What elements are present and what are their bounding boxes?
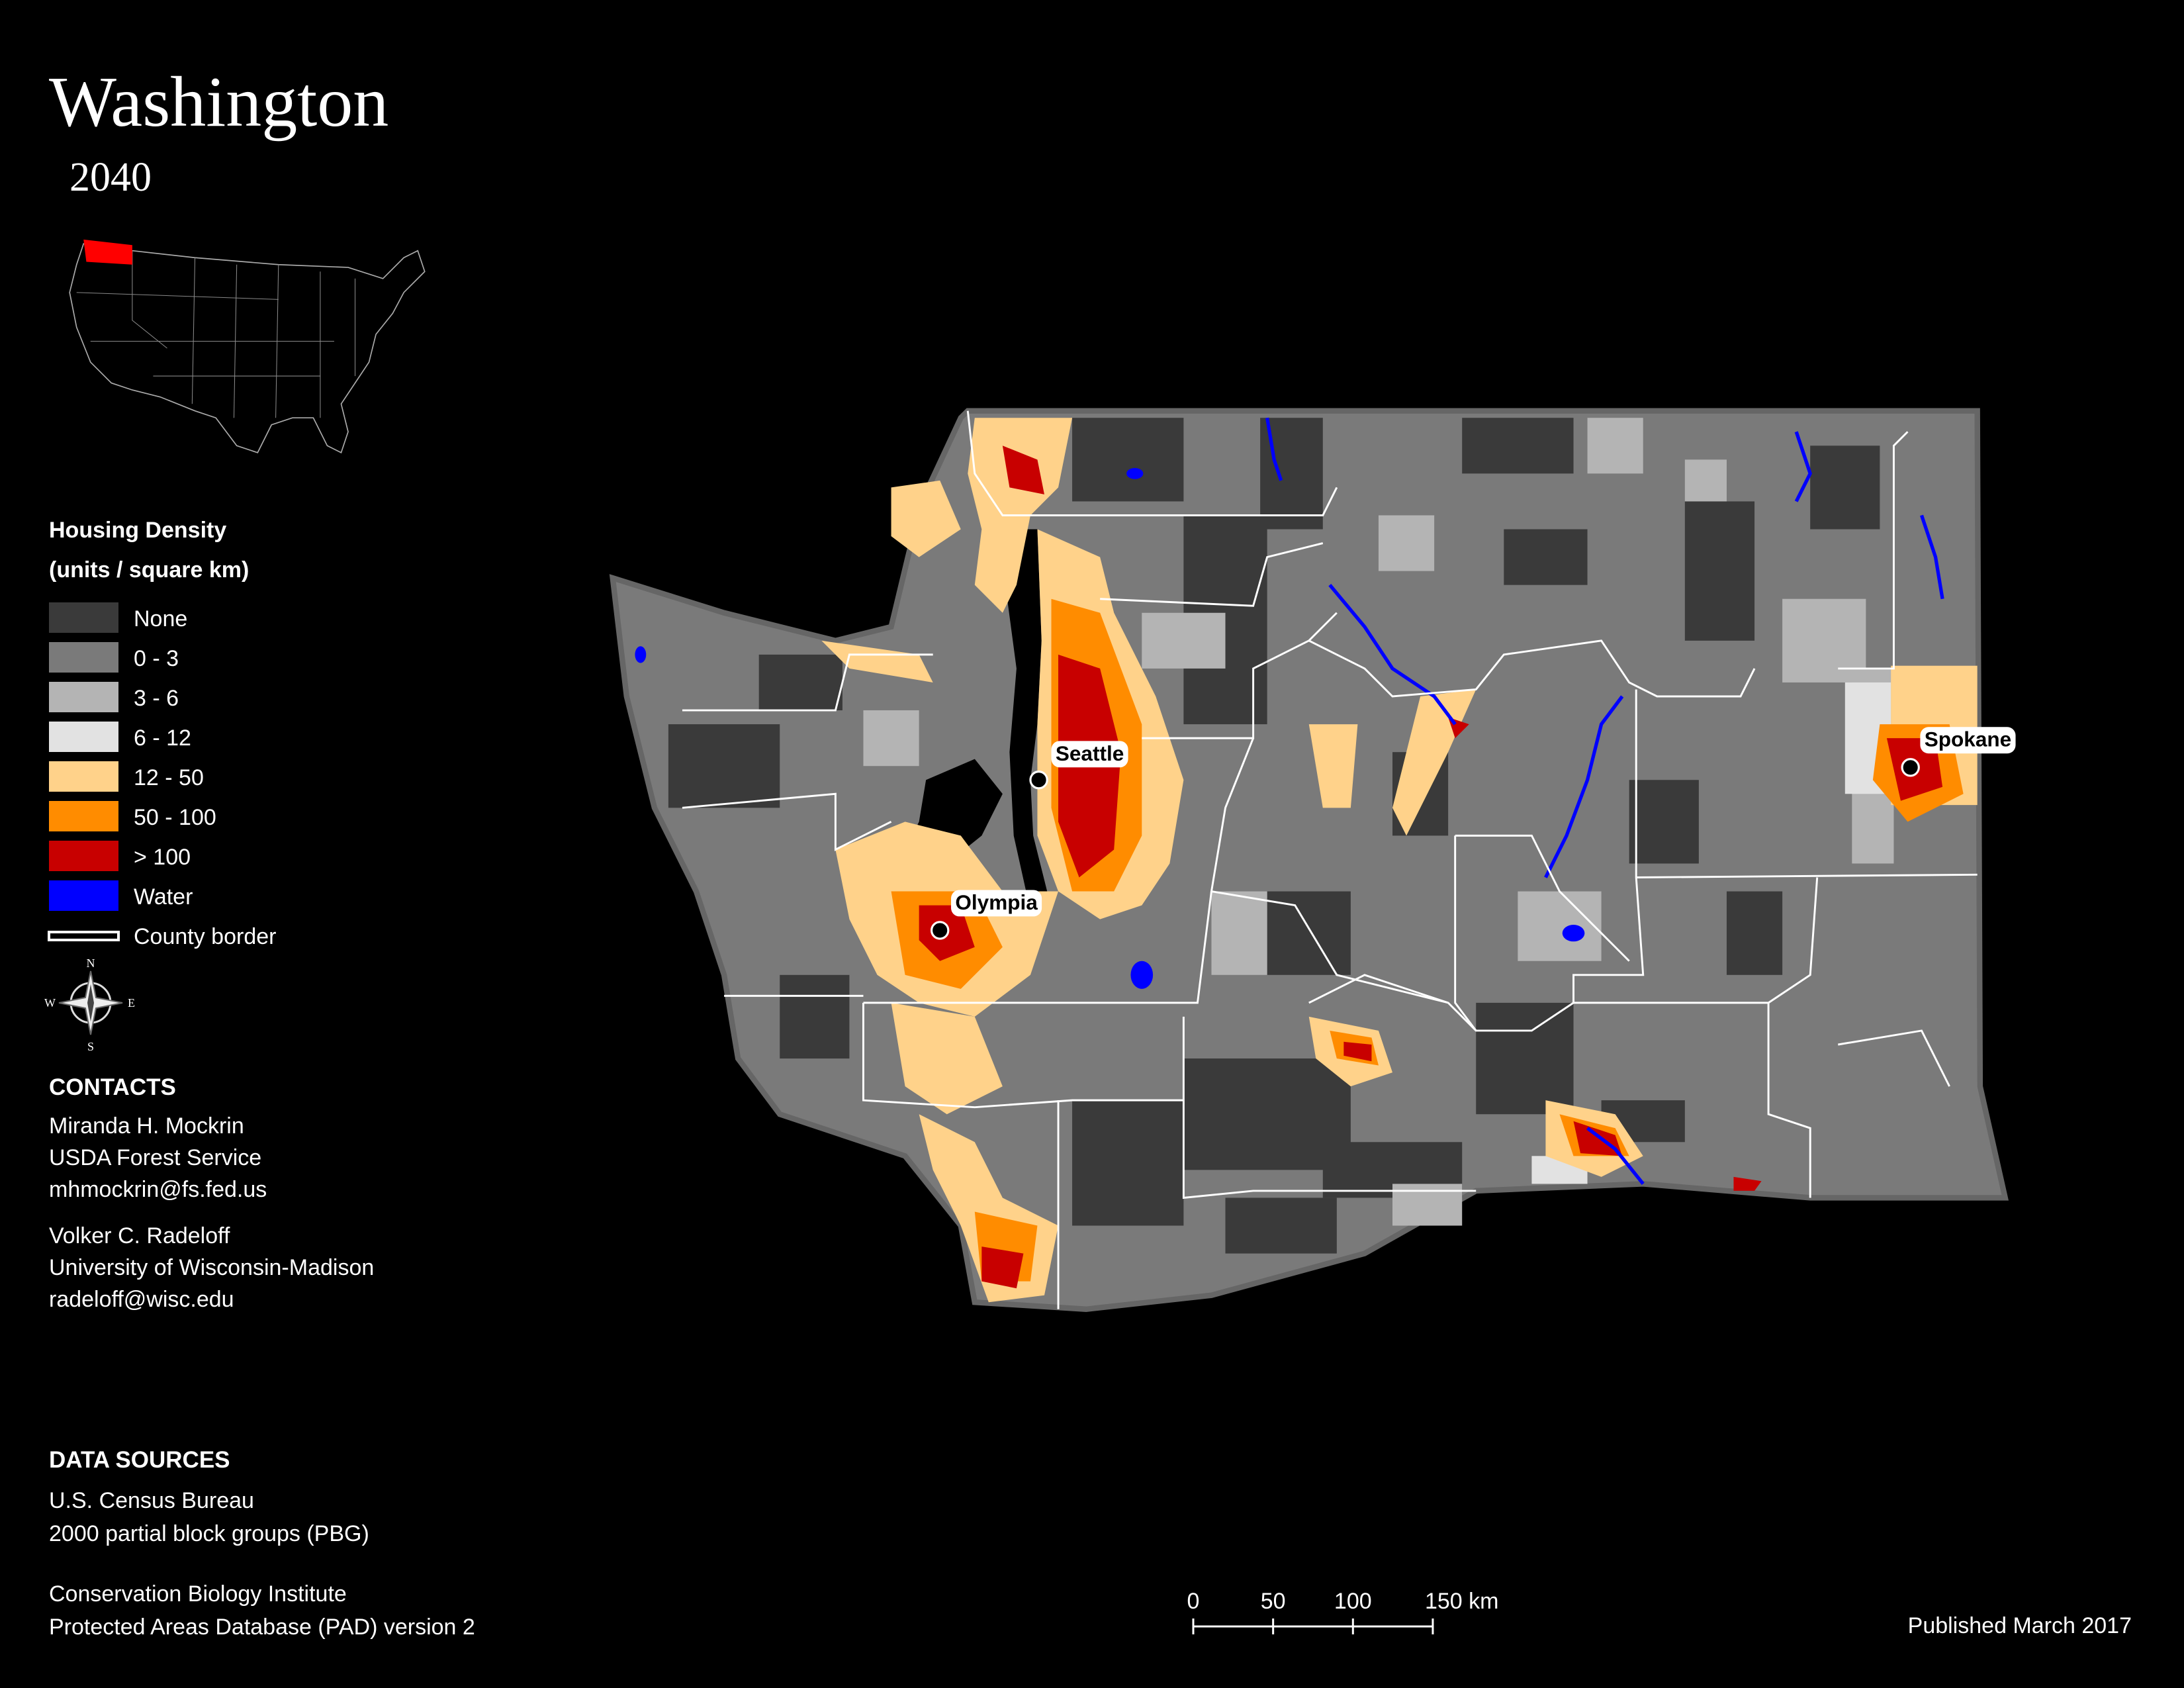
contact-org: University of Wisconsin-Madison xyxy=(49,1255,374,1280)
published: Published March 2017 xyxy=(1908,1613,2132,1638)
city-dot xyxy=(1901,758,1920,777)
legend-swatch xyxy=(49,841,118,871)
compass: N S E W xyxy=(44,957,135,1053)
source-line: Protected Areas Database (PAD) version 2 xyxy=(49,1615,475,1640)
contacts-heading: CONTACTS xyxy=(49,1074,176,1100)
city-label: Spokane xyxy=(1925,727,2012,751)
legend-swatch xyxy=(49,642,118,673)
city-label: Olympia xyxy=(955,890,1038,914)
contact-name: Volker C. Radeloff xyxy=(49,1223,230,1248)
locator-map xyxy=(69,239,426,453)
legend-label: 50 - 100 xyxy=(134,805,216,830)
state-map xyxy=(609,408,2009,1312)
compass-w: W xyxy=(44,996,56,1009)
city: Olympia xyxy=(930,890,1042,940)
legend-label: County border xyxy=(134,924,276,949)
legend-swatch xyxy=(49,761,118,792)
compass-n: N xyxy=(87,957,95,970)
source-line: U.S. Census Bureau xyxy=(49,1488,254,1513)
city-label-bg xyxy=(1920,727,2016,754)
legend-swatch xyxy=(48,931,120,941)
data-sources: U.S. Census Bureau 2000 partial block gro… xyxy=(49,1488,475,1640)
city: Seattle xyxy=(1029,741,1128,790)
legend-label: 12 - 50 xyxy=(134,765,204,790)
scale-label: 150 km xyxy=(1425,1589,1499,1614)
legend-swatch xyxy=(49,880,118,911)
contact-org: USDA Forest Service xyxy=(49,1145,261,1170)
city-label-bg xyxy=(951,890,1042,917)
scale-label: 100 xyxy=(1334,1589,1372,1614)
legend: None 0 - 3 3 - 6 6 - 12 12 - 50 50 - 100 > 100… xyxy=(48,602,276,949)
city-label: Seattle xyxy=(1056,741,1124,765)
legend-label: None xyxy=(134,606,187,632)
contact-email: radeloff@wisc.edu xyxy=(49,1287,234,1312)
legend-swatch xyxy=(49,602,118,633)
legend-label: 3 - 6 xyxy=(134,686,179,711)
source-line: 2000 partial block groups (PBG) xyxy=(49,1521,369,1546)
compass-s: S xyxy=(87,1040,94,1053)
subtitle: 2040 xyxy=(69,155,152,200)
city-dot xyxy=(930,921,950,940)
compass-e: E xyxy=(128,996,135,1009)
city-label-bg xyxy=(1051,741,1128,768)
sources-heading: DATA SOURCES xyxy=(49,1447,230,1473)
contact-email: mhmockrin@fs.fed.us xyxy=(49,1177,267,1202)
contact-name: Miranda H. Mockrin xyxy=(49,1113,244,1139)
cities: Seattle Olympia Spokane xyxy=(930,727,2016,940)
legend-label: 6 - 12 xyxy=(134,726,191,751)
legend-title: Housing Density xyxy=(49,518,226,543)
legend-label: Water xyxy=(134,884,193,910)
city-dot xyxy=(1029,771,1048,790)
legend-units: (units / square km) xyxy=(49,557,249,583)
source-line: Conservation Biology Institute xyxy=(49,1581,347,1607)
legend-swatch xyxy=(49,722,118,752)
legend-label: > 100 xyxy=(134,845,191,870)
city: Spokane xyxy=(1901,727,2016,777)
legend-swatch xyxy=(49,801,118,831)
title: Washington xyxy=(49,63,388,142)
legend-label: 0 - 3 xyxy=(134,646,179,671)
contacts: Miranda H. Mockrin USDA Forest Service mhm… xyxy=(49,1113,374,1312)
scale-bar: 0 50 100 150 km xyxy=(1187,1589,1499,1634)
legend-swatch xyxy=(49,682,118,712)
scale-label: 50 xyxy=(1261,1589,1286,1614)
scale-label: 0 xyxy=(1187,1589,1200,1614)
